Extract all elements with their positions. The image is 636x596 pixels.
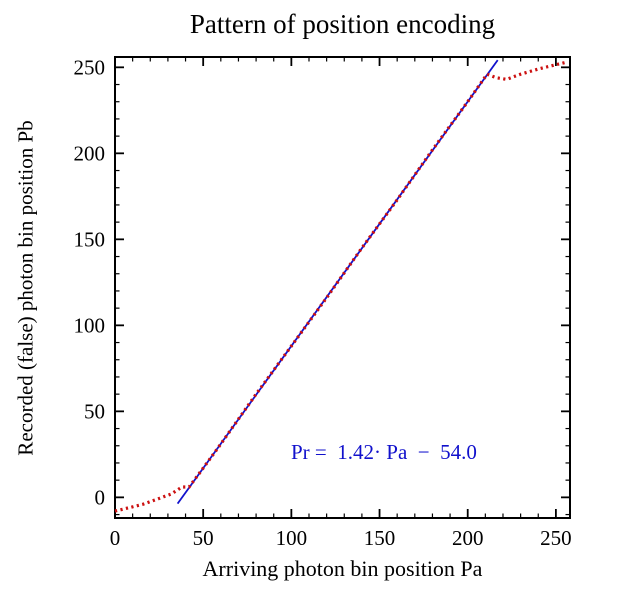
x-tick-label: 200 (452, 526, 484, 550)
x-axis-label: Arriving photon bin position Pa (202, 556, 483, 581)
y-tick-label: 250 (74, 55, 106, 79)
fit-equation-annotation: Pr = 1.42· Pa − 54.0 (291, 440, 477, 464)
y-tick-label: 150 (74, 227, 106, 251)
y-tick-label: 0 (95, 485, 106, 509)
x-tick-label: 250 (540, 526, 572, 550)
y-tick-label: 50 (84, 399, 105, 423)
x-tick-label: 150 (364, 526, 396, 550)
x-tick-label: 100 (276, 526, 308, 550)
y-tick-label: 200 (74, 141, 106, 165)
chart-title: Pattern of position encoding (189, 9, 496, 39)
axes-frame (114, 56, 571, 519)
y-tick-label: 100 (74, 313, 106, 337)
x-tick-label: 0 (110, 526, 121, 550)
x-tick-label: 50 (193, 526, 214, 550)
